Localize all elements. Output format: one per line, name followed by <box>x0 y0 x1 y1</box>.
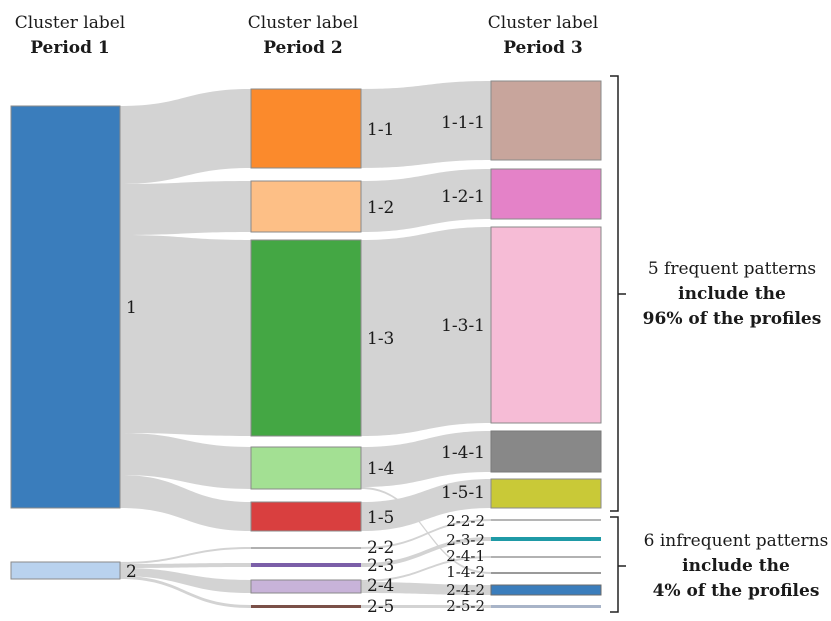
flow-1-to-1-3 <box>120 235 251 436</box>
node-1-2-label: 1-2 <box>367 198 394 218</box>
node-2-2 <box>251 547 361 549</box>
period3-header-line2: Period 3 <box>503 38 583 58</box>
node-1-4-1-label: 1-4-1 <box>441 443 485 463</box>
period1-nodes: 1 2 <box>10 105 137 582</box>
flow-1-4-to-1-4-1 <box>361 431 491 487</box>
node-1-2-1 <box>490 168 602 220</box>
frequent-line3: 96% of the profiles <box>643 309 822 329</box>
node-2-5-2-label: 2-5-2 <box>446 597 485 615</box>
flow-2-4-to-2-4-2 <box>361 582 491 595</box>
flow-2-to-2-3 <box>120 563 251 568</box>
node-1-5-1-label: 1-5-1 <box>441 483 485 503</box>
flow-1-5-to-1-5-1 <box>361 479 491 531</box>
node-1-1-label: 1-1 <box>367 120 394 140</box>
node-1-3-1 <box>490 226 602 424</box>
column-headers: Cluster label Period 1 Cluster label Per… <box>15 13 599 58</box>
node-1-4 <box>250 446 362 490</box>
node-2-4-1 <box>491 556 601 558</box>
annotations: 5 frequent patterns include the 96% of t… <box>643 259 829 601</box>
frequent-bracket <box>610 75 626 512</box>
node-2-4-2 <box>490 584 602 596</box>
flow-1-3-to-1-3-1 <box>361 227 491 436</box>
brackets <box>610 75 626 613</box>
node-2-5 <box>251 605 361 608</box>
infrequent-bracket <box>610 516 626 613</box>
flow-2-3-to-2-3-2 <box>361 537 491 567</box>
flow-2-2-to-2-2-2 <box>361 519 491 549</box>
flow-1-2-to-1-2-1 <box>361 169 491 232</box>
flow-1-to-1-5 <box>120 475 251 531</box>
period2-header-line2: Period 2 <box>263 38 343 58</box>
node-1-3 <box>250 239 362 437</box>
node-1-1-1 <box>490 80 602 161</box>
period2-header-line1: Cluster label <box>248 13 359 33</box>
node-1-label: 1 <box>126 298 137 318</box>
node-1 <box>10 105 121 509</box>
node-1-1-1-label: 1-1-1 <box>441 113 485 133</box>
node-1-5 <box>250 501 362 532</box>
period3-nodes: 1-1-1 1-2-1 1-3-1 1-4-1 1-5-1 2-2-2 2-3-… <box>441 80 602 615</box>
flow-2-to-2-2 <box>120 547 251 564</box>
infrequent-line1: 6 infrequent patterns <box>644 531 829 551</box>
flow-1-1-to-1-1-1 <box>361 81 491 168</box>
flow-1-to-1-1 <box>120 89 251 184</box>
node-2-4 <box>250 579 362 594</box>
frequent-line1: 5 frequent patterns <box>648 259 816 279</box>
node-1-5-label: 1-5 <box>367 508 394 528</box>
node-2-label: 2 <box>126 562 137 582</box>
node-1-1 <box>250 88 362 169</box>
period1-header-line2: Period 1 <box>30 38 110 58</box>
infrequent-line2: include the <box>682 556 790 576</box>
node-2-4-2-label: 2-4-2 <box>446 581 485 599</box>
node-2 <box>10 561 121 580</box>
node-2-3-label: 2-3 <box>367 556 394 576</box>
node-1-2-1-label: 1-2-1 <box>441 187 485 207</box>
node-2-3-2-label: 2-3-2 <box>446 531 485 549</box>
node-1-4-2-label: 1-4-2 <box>446 563 485 581</box>
node-2-2-label: 2-2 <box>367 538 394 558</box>
flow-bands <box>120 81 491 608</box>
flow-2-to-2-5 <box>120 576 251 608</box>
frequent-line2: include the <box>678 284 786 304</box>
flow-1-to-1-2 <box>120 181 251 235</box>
node-1-5-1 <box>490 478 602 509</box>
node-2-2-2-label: 2-2-2 <box>446 512 485 530</box>
node-2-5-label: 2-5 <box>367 597 394 616</box>
node-2-3 <box>251 563 361 567</box>
flow-1-4-to-1-4-2 <box>361 487 491 574</box>
infrequent-line3: 4% of the profiles <box>653 581 820 601</box>
node-1-2 <box>250 180 362 233</box>
node-1-4-2 <box>491 572 601 574</box>
flow-2-to-2-4 <box>120 568 251 593</box>
period3-header-line1: Cluster label <box>488 13 599 33</box>
node-1-3-label: 1-3 <box>367 329 394 349</box>
node-2-4-1-label: 2-4-1 <box>446 547 485 565</box>
period2-nodes: 1-1 1-2 1-3 1-4 1-5 2-2 2-3 2-4 2-5 <box>250 88 394 617</box>
flow-2-4-to-2-4-1 <box>361 556 491 582</box>
node-1-4-label: 1-4 <box>367 459 394 479</box>
flow-2-5-to-2-5-2 <box>361 605 491 608</box>
node-2-3-2 <box>491 537 601 541</box>
flow-1-to-1-4 <box>120 433 251 489</box>
period1-header-line1: Cluster label <box>15 13 126 33</box>
node-1-3-1-label: 1-3-1 <box>441 316 485 336</box>
node-2-2-2 <box>491 519 601 521</box>
node-1-4-1 <box>490 430 602 473</box>
node-2-5-2 <box>491 605 601 608</box>
node-2-4-label: 2-4 <box>367 576 394 596</box>
